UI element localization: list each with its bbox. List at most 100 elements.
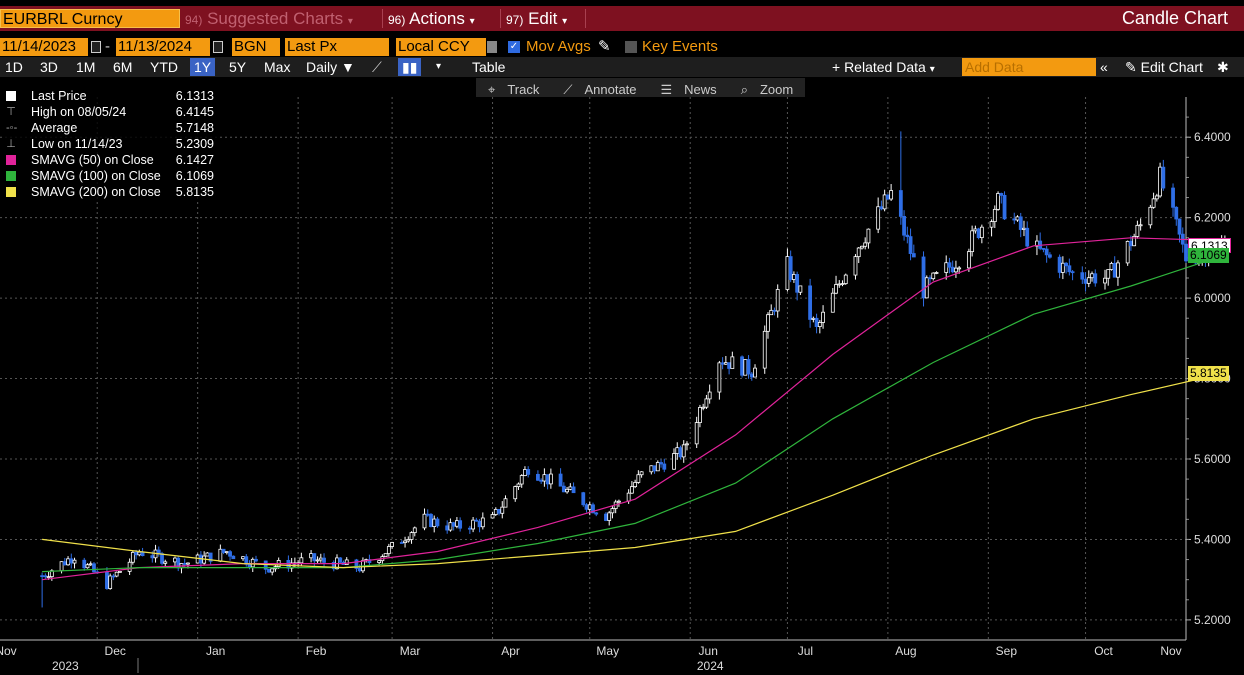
news-tool[interactable]: ☰ News [649,78,729,102]
candle-up [837,283,842,286]
candle-down [1184,243,1188,262]
date-separator: - [105,38,110,55]
candle-up [455,520,459,527]
currency-dropdown[interactable]: Local CCY [396,38,486,56]
candle-up [390,542,394,547]
candle-up [241,556,245,560]
period-max[interactable]: Max [264,59,291,75]
edit-menu[interactable]: 97) Edit ▾ [506,9,567,31]
actions-menu[interactable]: 96) Actions ▾ [388,9,475,31]
candle-down [477,520,482,528]
legend-value: 6.1313 [175,89,214,103]
end-date-field[interactable]: 11/13/2024 [116,38,210,56]
period-5y[interactable]: 5Y [229,59,247,75]
calendar-icon[interactable] [91,41,101,53]
candle-up [992,208,997,222]
zoom-icon: ⌕ [740,82,748,97]
mov-avgs-checkbox[interactable]: ✓ [508,41,520,53]
candle-up [957,267,962,270]
candle-down [911,253,916,258]
candle-up [996,193,1000,210]
candle-down [1080,272,1085,280]
candle-up [866,228,871,244]
chevron-down-icon[interactable] [487,41,497,53]
related-data-label: + Related Data [832,59,926,75]
collapse-icon[interactable]: « [1100,59,1108,75]
track-tool[interactable]: ⌖ Track [476,78,551,102]
gear-icon[interactable]: ✱ [1217,59,1229,75]
candle-up [130,551,135,563]
y-tick-label: 6.0000 [1194,291,1231,305]
candle-up [1148,206,1153,226]
chevron-down-icon[interactable]: ▾ [436,61,442,72]
y-tick-label: 5.6000 [1194,452,1231,466]
source-field[interactable]: BGN [232,38,280,56]
crosshair-icon: ⌖ [488,82,496,97]
candle-down [662,463,667,470]
sma-line-0 [42,237,1225,581]
candle-down [1070,271,1075,274]
candle-up [1060,262,1065,273]
candle-down [581,492,586,506]
candle-up [1090,273,1094,279]
line-chart-icon[interactable]: ⟋ [372,59,382,75]
zoom-tool[interactable]: ⌕ Zoom [729,78,806,102]
key-events-checkbox[interactable] [625,41,637,53]
menu-number: 96) [388,13,406,27]
legend-label: Last Price [31,89,87,103]
candle-down [367,559,372,563]
candle-up [318,557,323,561]
track-label: Track [507,82,540,97]
period-1y[interactable]: 1Y [190,58,216,76]
period-ytd[interactable]: YTD [150,59,178,75]
candle-down [1161,166,1166,189]
candle-up [432,518,437,527]
candle-down [1083,278,1088,284]
related-data-button[interactable]: + Related Data ▾ [832,58,935,76]
candle-up [88,563,93,566]
candle-up [633,482,638,488]
candle-down [451,522,456,527]
candle-down [425,513,430,516]
edit-chart-button[interactable]: ✎ Edit Chart [1125,58,1203,76]
low-marker-icon: ⊥ [6,138,16,150]
candle-up [817,322,822,327]
candle-down [659,462,663,465]
candle-up [840,283,845,285]
candle-up [490,514,495,519]
candle-down [808,285,813,320]
annotate-tool[interactable]: ⟋ Annotate [551,78,648,102]
candle-up [480,517,485,528]
candle-up [542,474,547,482]
zoom-label: Zoom [759,82,794,97]
candle-up [707,391,712,400]
period-3d[interactable]: 3D [40,59,58,75]
pencil-icon[interactable]: ✎ [598,38,611,55]
calendar-icon[interactable] [213,41,223,53]
period-6m[interactable]: 6M [113,59,133,75]
candle-down [338,557,343,563]
candle-up [568,486,573,490]
period-1d[interactable]: 1D [5,59,23,75]
field-selector[interactable]: Last Px [285,38,389,56]
candle-down [571,486,576,494]
legend-value: 6.1069 [175,169,214,183]
candle-chart-icon[interactable]: ▮▮ [398,58,422,76]
candle-chart[interactable]: 5.20005.40005.60005.80006.00006.20006.40… [0,97,1244,675]
add-data-input[interactable]: Add Data [962,58,1096,76]
suggested-charts-menu[interactable]: 94) Suggested Charts ▾ [185,9,353,31]
start-date-field[interactable]: 11/14/2023 [0,38,88,56]
legend-label: SMAVG (100) on Close [31,169,161,183]
menu-divider [500,9,501,28]
candle-up [811,317,816,320]
frequency-dropdown[interactable]: Daily ▼ [306,58,355,76]
candle-up [792,274,796,280]
table-button[interactable]: Table [472,59,506,75]
candle-up [173,557,177,563]
ticker-input[interactable]: EURBRL Curncy [0,9,180,28]
candle-down [92,563,96,573]
candle-up [46,576,51,579]
candle-down [879,206,884,210]
candle-up [629,486,634,494]
period-1m[interactable]: 1M [76,59,96,75]
